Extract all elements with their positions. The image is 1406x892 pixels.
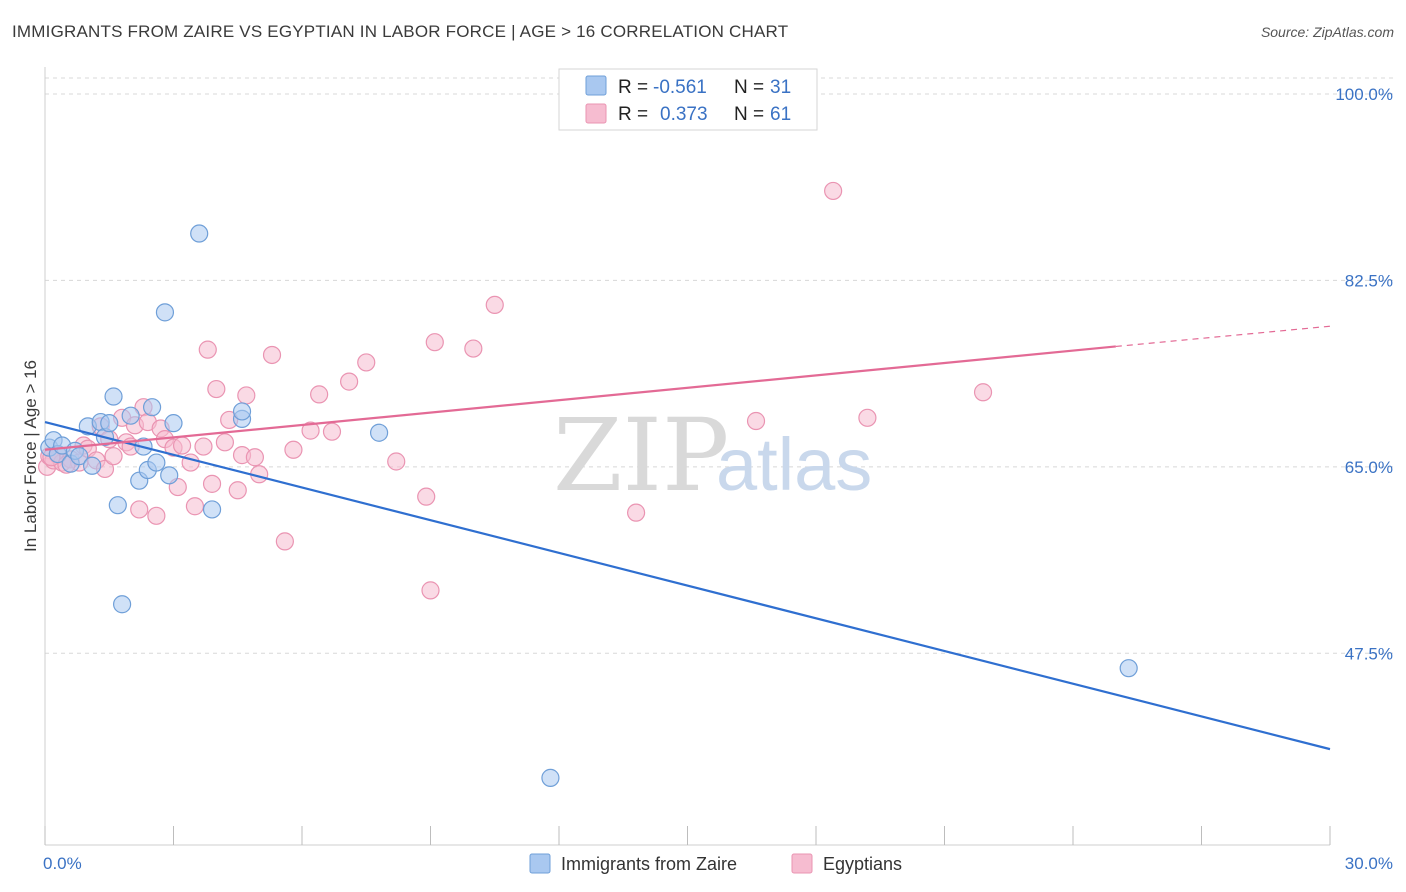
egyptians-point-52 xyxy=(464,339,483,358)
zaire-point-14 xyxy=(112,595,132,614)
legend-r-label-egyptians: R = xyxy=(618,104,648,125)
egyptians-point-45 xyxy=(322,422,342,441)
zaire-point-11 xyxy=(100,414,119,433)
zaire-point-28 xyxy=(370,423,389,442)
egyptians-point-29 xyxy=(194,437,213,456)
chart-title: IMMIGRANTS FROM ZAIRE VS EGYPTIAN IN LAB… xyxy=(12,22,789,41)
egyptians-point-13 xyxy=(104,447,123,466)
egyptians-point-48 xyxy=(387,452,406,471)
trend-line-egyptians xyxy=(44,345,1116,451)
legend-n-label-egyptians: N = xyxy=(734,104,764,125)
trend-line-zaire xyxy=(44,421,1331,751)
egyptians-point-30 xyxy=(198,340,217,359)
zaire-point-20 xyxy=(147,453,166,472)
egyptians-point-58 xyxy=(973,383,993,402)
egyptians-point-51 xyxy=(425,333,444,352)
zaire-point-30 xyxy=(541,768,560,787)
legend-top: R = -0.561 N = 31 R = 0.373 N = 61 xyxy=(558,68,818,131)
zaire-point-8 xyxy=(83,456,102,475)
legend-bottom-swatch-egyptians xyxy=(791,853,813,874)
zaire-point-13 xyxy=(108,496,127,515)
zaire-point-27 xyxy=(232,402,252,421)
y-tick-label-2: 82.5% xyxy=(1345,271,1393,290)
zaire-point-15 xyxy=(121,406,140,425)
egyptians-point-44 xyxy=(310,385,329,404)
legend-r-label-zaire: R = xyxy=(618,77,648,98)
egyptians-point-50 xyxy=(421,581,440,600)
legend-n-value-zaire: 31 xyxy=(770,77,791,98)
legend-swatch-zaire xyxy=(585,75,607,96)
y-tick-labels: 47.5% 65.0% 82.5% 100.0% xyxy=(1335,85,1393,663)
x-tick-label-0: 0.0% xyxy=(43,854,82,873)
zaire-point-29 xyxy=(1119,659,1138,678)
egyptians-point-32 xyxy=(207,379,226,399)
zaire-point-12 xyxy=(104,387,123,406)
source-credit: Source: ZipAtlas.com xyxy=(1260,24,1394,40)
egyptians-point-46 xyxy=(340,372,359,391)
zaire-point-23 xyxy=(164,414,183,433)
legend-n-value-egyptians: 61 xyxy=(770,104,791,125)
series-zaire-points xyxy=(40,224,1138,787)
egyptians-point-43 xyxy=(301,421,320,440)
y-axis-label: In Labor Force | Age > 16 xyxy=(21,360,40,552)
zaire-point-24 xyxy=(190,224,209,243)
trend-line-egyptians-extension xyxy=(1115,325,1331,348)
grid-lines xyxy=(45,77,1393,654)
legend-bottom-swatch-zaire xyxy=(529,853,551,874)
x-tick-labels: 0.0% 30.0% xyxy=(43,854,1393,873)
zaire-point-22 xyxy=(160,466,179,485)
trend-lines xyxy=(44,325,1331,751)
egyptians-point-41 xyxy=(275,532,294,551)
egyptians-point-28 xyxy=(185,497,205,516)
legend-bottom: Immigrants from Zaire Egyptians xyxy=(529,853,902,874)
legend-r-value-egyptians: 0.373 xyxy=(660,104,708,125)
series-egyptians-points xyxy=(38,181,993,600)
watermark: ZIP atlas xyxy=(553,397,872,514)
legend-swatch-egyptians xyxy=(585,103,607,124)
legend-bottom-label-egyptians: Egyptians xyxy=(823,854,902,874)
legend-bottom-label-zaire: Immigrants from Zaire xyxy=(561,854,737,874)
zaire-point-25 xyxy=(202,500,222,519)
zaire-point-6 xyxy=(70,447,89,466)
y-tick-label-1: 65.0% xyxy=(1345,458,1393,477)
zaire-point-19 xyxy=(142,398,162,417)
legend-r-value-zaire: -0.561 xyxy=(653,77,707,98)
y-tick-label-0: 47.5% xyxy=(1345,644,1393,663)
egyptians-point-33 xyxy=(215,433,234,452)
egyptians-point-54 xyxy=(626,503,646,522)
egyptians-point-56 xyxy=(824,181,843,201)
legend-n-label-zaire: N = xyxy=(734,77,764,98)
watermark-zip: ZIP xyxy=(553,397,729,514)
egyptians-point-42 xyxy=(284,440,303,459)
egyptians-point-53 xyxy=(485,295,504,315)
x-tick-label-1: 30.0% xyxy=(1345,854,1393,873)
egyptians-point-40 xyxy=(262,345,282,365)
zaire-point-21 xyxy=(155,303,175,322)
egyptians-point-26 xyxy=(172,436,192,455)
egyptians-point-37 xyxy=(237,386,256,405)
egyptians-point-35 xyxy=(228,481,247,500)
egyptians-point-49 xyxy=(417,487,436,506)
egyptians-point-38 xyxy=(245,448,264,467)
y-tick-label-3: 100.0% xyxy=(1335,85,1393,104)
egyptians-point-47 xyxy=(357,353,376,372)
egyptians-point-57 xyxy=(858,408,877,427)
egyptians-point-18 xyxy=(130,500,149,519)
egyptians-point-21 xyxy=(147,506,166,525)
egyptians-point-55 xyxy=(746,411,766,431)
watermark-atlas: atlas xyxy=(716,423,872,506)
egyptians-point-31 xyxy=(202,474,222,493)
